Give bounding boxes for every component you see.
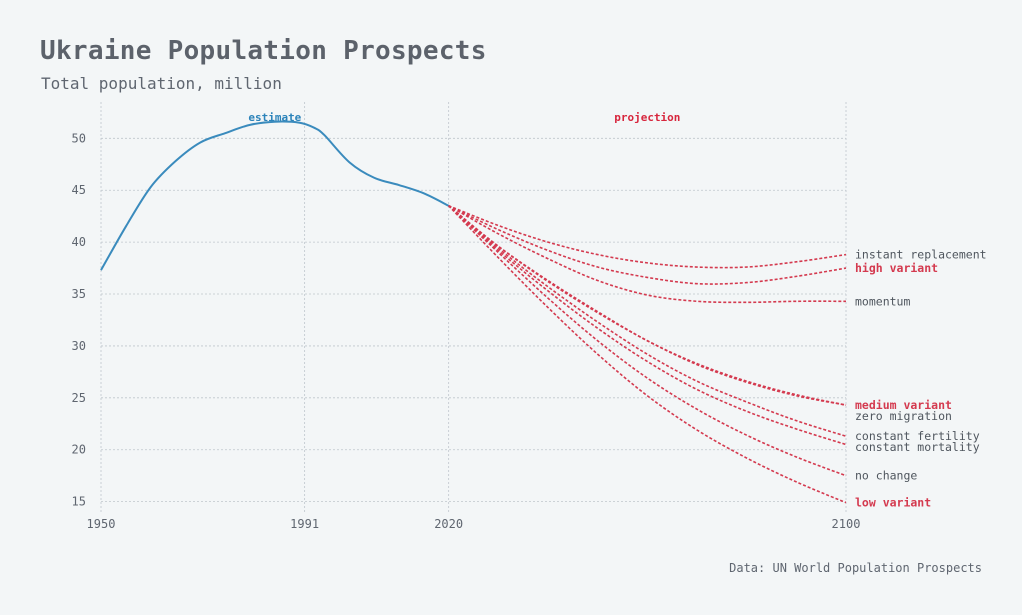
- series-label-no-change: no change: [855, 469, 917, 483]
- y-tick-label: 15: [72, 495, 86, 509]
- x-tick-label: 2020: [434, 517, 463, 531]
- y-tick-label: 40: [72, 235, 86, 249]
- estimate-line: [100, 120, 450, 271]
- x-tick-label: 2100: [832, 517, 861, 531]
- series-label-medium-variant: medium variant: [855, 398, 952, 412]
- y-tick-label: 30: [72, 339, 86, 353]
- projection-line-constant-fertility: [448, 205, 847, 437]
- y-axis-ticks: 15 20 25 30 35 40 45 50: [72, 131, 86, 508]
- projection-line-low-variant: [448, 205, 847, 504]
- series-label-high-variant: high variant: [855, 261, 938, 275]
- y-tick-label: 20: [72, 443, 86, 457]
- projection-line-medium-variant: [448, 205, 847, 406]
- series-label-low-variant: low variant: [855, 496, 931, 510]
- y-tick-label: 25: [72, 391, 86, 405]
- y-tick-label: 50: [72, 131, 86, 145]
- grid-lines: [100, 102, 847, 512]
- y-tick-label: 35: [72, 287, 86, 301]
- chart-subtitle: Total population, million: [41, 74, 282, 93]
- chart-title: Ukraine Population Prospects: [40, 36, 487, 66]
- y-tick-label: 45: [72, 183, 86, 197]
- projection-line-instant-replacement: [448, 205, 847, 269]
- region-label-projection: projection: [614, 111, 680, 124]
- series-label-zero-migration: zero migration: [855, 409, 952, 423]
- series-label-instant-replacement: instant replacement: [855, 248, 987, 262]
- series-label-constant-fertility: constant fertility: [855, 429, 980, 443]
- x-axis-ticks: 1950 1991 2020 2100: [87, 517, 861, 531]
- x-tick-label: 1950: [87, 517, 116, 531]
- x-tick-label: 1991: [290, 517, 319, 531]
- projection-line-no-change: [448, 205, 847, 477]
- data-source-note: Data: UN World Population Prospects: [729, 561, 982, 575]
- series-label-momentum: momentum: [855, 294, 910, 308]
- projection-line-zero-migration: [448, 205, 847, 406]
- region-labels: estimate projection: [248, 111, 680, 124]
- projection-line-constant-mortality: [448, 205, 847, 446]
- series-label-constant-mortality: constant mortality: [855, 440, 980, 454]
- series-lines: [100, 120, 847, 504]
- projection-line-high-variant: [448, 205, 847, 285]
